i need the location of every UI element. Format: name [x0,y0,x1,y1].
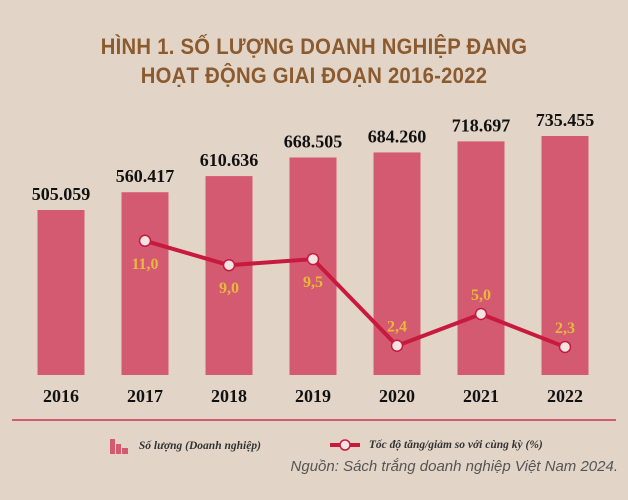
x-tick-label-2016: 2016 [43,386,79,406]
chart-title-line-2: HOẠT ĐỘNG GIAI ĐOẠN 2016-2022 [140,63,488,88]
growth-point-2022 [558,340,572,354]
legend-bar-label: Số lượng (Doanh nghiệp) [138,439,261,452]
bar-2017 [121,192,169,375]
bar-value-label-2021: 718.697 [452,115,511,135]
chart-title-line-1: HÌNH 1. SỐ LƯỢNG DOANH NGHIỆP ĐANG [100,34,528,59]
x-tick-label-2018: 2018 [211,386,247,406]
x-tick-label-2022: 2022 [547,386,583,406]
x-tick-label-2017: 2017 [127,386,163,406]
bar-2016 [37,210,85,375]
growth-point-2017 [138,234,152,248]
bar-value-label-2019: 668.505 [284,132,343,152]
growth-label-2022: 2,3 [555,320,575,337]
x-tick-label-2021: 2021 [463,386,499,406]
bar-2022 [541,136,589,375]
bar-value-label-2020: 684.260 [368,126,427,146]
growth-label-2018: 9,0 [219,280,239,297]
bar-2018 [205,176,253,375]
bar-2021 [457,141,505,375]
growth-label-2020: 2,4 [387,319,407,336]
growth-label-2019: 9,5 [303,274,323,291]
bar-value-label-2022: 735.455 [536,110,595,130]
bar-value-label-2017: 560.417 [116,166,175,186]
legend-bar: Số lượng (Doanh nghiệp) [110,438,261,454]
source-note: Nguồn: Sách trắng doanh nghiệp Việt Nam … [290,458,618,475]
bar-legend-icon [110,439,128,454]
bar-value-label-2018: 610.636 [200,150,259,170]
bar-2019 [289,157,337,375]
growth-rate-line [144,238,566,349]
legend-line: Tốc độ tăng/giảm so với cùng kỳ (%) [330,438,543,452]
growth-label-2017: 11,0 [131,256,158,273]
x-tick-label-2019: 2019 [295,386,331,406]
bar-value-label-2016: 505.059 [32,184,91,204]
x-tick-label-2020: 2020 [379,386,415,406]
growth-label-2021: 5,0 [471,287,491,304]
growth-point-2018 [222,258,236,272]
growth-point-2019 [306,252,320,266]
growth-point-2021 [474,307,488,321]
legend-line-label: Tốc độ tăng/giảm so với cùng kỳ (%) [368,438,543,451]
line-legend-icon [330,439,360,451]
growth-point-2020 [390,339,404,352]
